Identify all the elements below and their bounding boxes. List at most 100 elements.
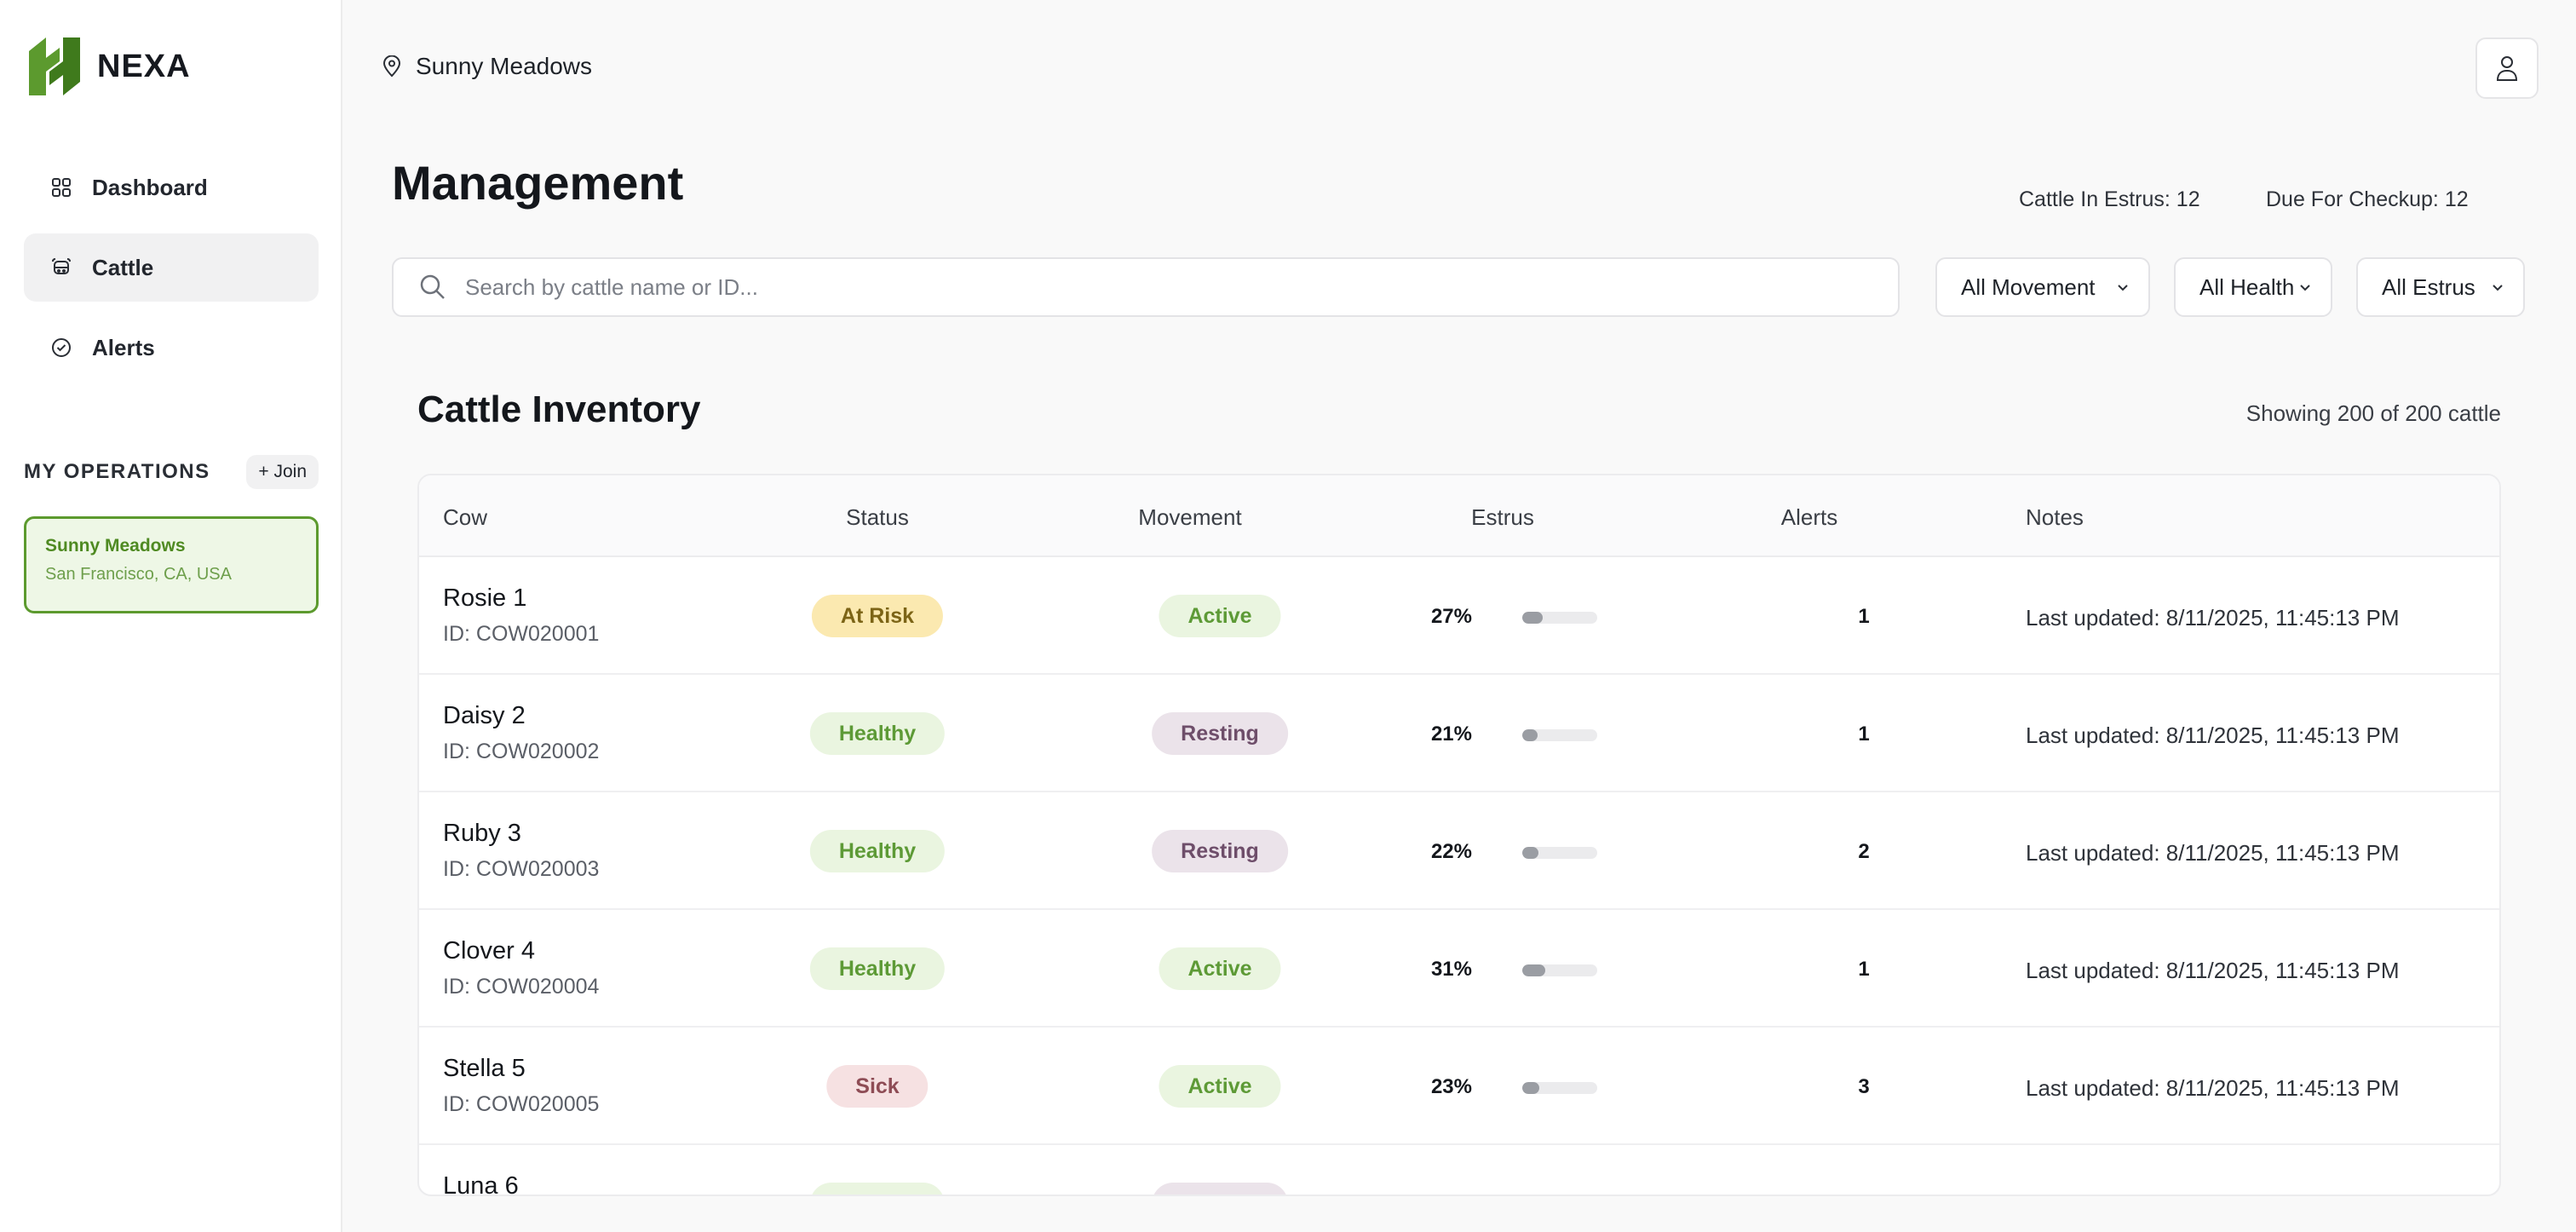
operation-name: Sunny Meadows — [45, 536, 186, 556]
inventory-title: Cattle Inventory — [417, 389, 701, 430]
column-header-alerts[interactable]: Alerts — [1780, 504, 1838, 530]
estrus-percent: 22% — [1430, 840, 1472, 863]
column-header-status[interactable]: Status — [846, 504, 909, 530]
column-header-cow[interactable]: Cow — [443, 504, 488, 530]
cow-name[interactable]: Stella 5 — [443, 1055, 526, 1082]
alerts-count: 1 — [1858, 723, 1870, 746]
user-icon — [2496, 56, 2518, 81]
movement-filter-select[interactable]: All Movement — [1935, 257, 2150, 317]
inventory-count: Showing 200 of 200 cattle — [2245, 400, 2501, 426]
row-notes: Last updated: 8/11/2025, 11:45:13 PM — [2026, 605, 2400, 630]
movement-badge: Resting — [1152, 830, 1288, 872]
status-badge: Sick — [826, 1065, 929, 1108]
chevron-down-icon — [2300, 285, 2310, 291]
join-button[interactable]: + Join — [246, 455, 319, 489]
sidebar-item-cattle[interactable]: Cattle — [24, 233, 319, 302]
table-row[interactable]: Ruby 3 ID: COW020003 Healthy Resting 22% 2 Las… — [419, 792, 2499, 910]
cattle-table: Cow Status Movement Estrus Alerts Notes … — [417, 474, 2501, 1196]
sidebar-item-dashboard[interactable]: Dashboard — [24, 153, 319, 222]
estrus-progress-fill — [1522, 1082, 1540, 1094]
row-notes: Last updated: 8/11/2025, 11:45:13 PM — [2026, 840, 2400, 866]
movement-badge: Active — [1159, 595, 1281, 637]
stat-cattle-in-estrus: Cattle In Estrus: 12 — [2019, 187, 2200, 211]
cow-name[interactable]: Daisy 2 — [443, 702, 526, 729]
status-badge: Healthy — [809, 1183, 946, 1195]
cow-id: ID: COW020005 — [443, 1092, 600, 1116]
estrus-progress-fill — [1522, 729, 1538, 741]
profile-button[interactable] — [2475, 37, 2539, 99]
page-title: Management — [392, 156, 684, 210]
movement-badge: Active — [1159, 1065, 1281, 1108]
cow-id: ID: COW020004 — [443, 975, 600, 999]
column-header-estrus[interactable]: Estrus — [1471, 504, 1534, 530]
health-filter-select[interactable]: All Health — [2174, 257, 2332, 317]
estrus-progress-fill — [1522, 964, 1546, 976]
sidebar-nav: Dashboard Cattle Alerts — [24, 153, 319, 394]
column-header-movement[interactable]: Movement — [1138, 504, 1242, 530]
alerts-count: 1 — [1858, 605, 1870, 628]
alerts-icon — [49, 336, 73, 360]
sidebar-item-alerts[interactable]: Alerts — [24, 314, 319, 382]
sidebar: NEXA Dashboard Cattle Alerts MY OPERATIO… — [0, 0, 342, 1232]
stat-due-for-checkup: Due For Checkup: 12 — [2266, 187, 2469, 211]
estrus-percent: 21% — [1430, 723, 1472, 746]
movement-badge: Active — [1159, 947, 1281, 990]
table-header: Cow Status Movement Estrus Alerts Notes — [419, 475, 2499, 557]
status-badge: Healthy — [809, 712, 946, 755]
operation-location: San Francisco, CA, USA — [45, 565, 232, 584]
cow-id: ID: COW020003 — [443, 857, 600, 881]
health-filter-value: All Health — [2199, 273, 2295, 300]
estrus-progress-bar — [1522, 612, 1597, 624]
estrus-progress-bar — [1522, 729, 1597, 741]
operations-title: MY OPERATIONS — [24, 460, 210, 483]
table-row[interactable]: Rosie 1 ID: COW020001 At Risk Active 27% 1 Las… — [419, 557, 2499, 675]
alerts-count: 3 — [1858, 1075, 1870, 1098]
location-pin-icon — [382, 55, 401, 78]
operation-card[interactable]: Sunny Meadows San Francisco, CA, USA — [24, 516, 319, 613]
column-header-notes[interactable]: Notes — [2026, 504, 2084, 530]
cow-name[interactable]: Luna 6 — [443, 1172, 519, 1196]
estrus-filter-value: All Estrus — [2382, 273, 2475, 300]
sidebar-item-label: Alerts — [92, 334, 155, 360]
estrus-progress-fill — [1522, 612, 1543, 624]
estrus-percent: 27% — [1430, 605, 1472, 628]
table-row[interactable]: Luna 6 Healthy Resting — [419, 1145, 2499, 1196]
table-row[interactable]: Daisy 2 ID: COW020002 Healthy Resting 21% 1 La… — [419, 675, 2499, 792]
alerts-count: 1 — [1858, 958, 1870, 981]
operations-header: MY OPERATIONS + Join — [24, 455, 319, 489]
cow-name[interactable]: Rosie 1 — [443, 584, 527, 612]
search-input[interactable] — [465, 273, 1828, 301]
estrus-progress-bar — [1522, 847, 1597, 859]
nexa-logo-icon — [29, 37, 80, 95]
cow-id: ID: COW020002 — [443, 740, 600, 763]
search-box[interactable] — [392, 257, 1900, 317]
estrus-progress-fill — [1522, 847, 1539, 859]
cow-name[interactable]: Clover 4 — [443, 937, 535, 964]
cattle-icon — [49, 256, 73, 279]
movement-badge: Resting — [1152, 712, 1288, 755]
row-notes: Last updated: 8/11/2025, 11:45:13 PM — [2026, 723, 2400, 748]
alerts-count: 2 — [1858, 840, 1870, 863]
location-name: Sunny Meadows — [416, 53, 593, 79]
search-icon — [420, 274, 445, 299]
cow-id: ID: COW020001 — [443, 622, 600, 646]
current-location[interactable]: Sunny Meadows — [382, 53, 592, 80]
estrus-progress-bar — [1522, 964, 1597, 976]
row-notes: Last updated: 8/11/2025, 11:45:13 PM — [2026, 1075, 2400, 1101]
status-badge: Healthy — [809, 947, 946, 990]
cow-name[interactable]: Ruby 3 — [443, 820, 521, 847]
estrus-progress-bar — [1522, 1082, 1597, 1094]
movement-badge: Resting — [1152, 1183, 1288, 1195]
sidebar-item-label: Dashboard — [92, 174, 208, 200]
app-name: NEXA — [97, 48, 191, 84]
movement-filter-value: All Movement — [1961, 273, 2096, 300]
estrus-filter-select[interactable]: All Estrus — [2356, 257, 2525, 317]
logo[interactable]: NEXA — [29, 37, 191, 95]
status-badge: Healthy — [809, 830, 946, 872]
table-row[interactable]: Stella 5 ID: COW020005 Sick Active 23% 3 Last … — [419, 1028, 2499, 1145]
estrus-percent: 31% — [1430, 958, 1472, 981]
table-row[interactable]: Clover 4 ID: COW020004 Healthy Active 31% 1 La… — [419, 910, 2499, 1028]
chevron-down-icon — [2493, 285, 2503, 291]
estrus-percent: 23% — [1430, 1075, 1472, 1098]
dashboard-icon — [49, 176, 73, 199]
